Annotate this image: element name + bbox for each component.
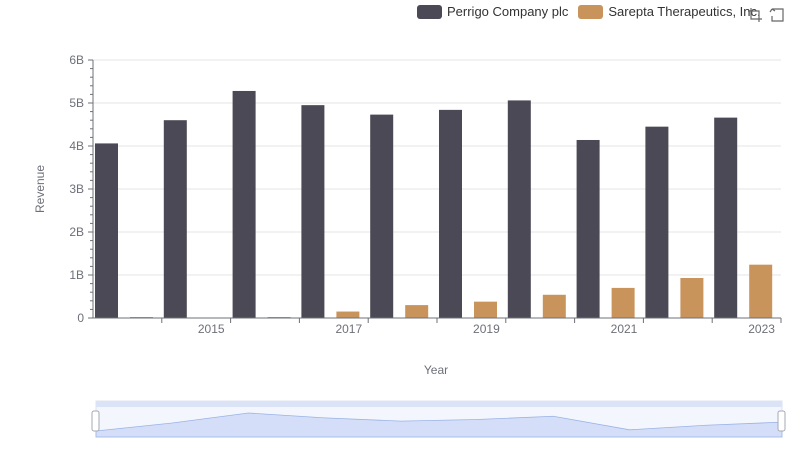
slider-top-bar[interactable] [96,401,782,407]
bar-perrigo-2014[interactable] [95,143,118,318]
data-zoom-slider[interactable] [91,400,786,438]
slider-handle-left[interactable] [91,410,100,432]
zoom-reset-icon[interactable] [769,7,785,23]
y-tick-label: 1B [69,268,84,282]
toolbox [747,7,785,23]
y-axis: 0 1B 2B 3B 4B 5B 6B [69,53,94,325]
bar-perrigo-2023[interactable] [714,117,738,319]
legend-item-sarepta[interactable]: Sarepta Therapeutics, Inc. [578,4,761,19]
bar-perrigo-2022[interactable] [645,126,669,319]
x-tick-label: 2021 [611,322,638,336]
bar-perrigo-2019[interactable] [439,109,462,318]
bar-perrigo-2017[interactable] [301,105,325,319]
bars [95,90,773,319]
slider-preview-area [95,412,783,438]
x-axis-title: Year [424,363,448,377]
x-axis: 2015 2017 2019 2021 2023 [93,317,782,336]
grid [93,59,781,276]
y-tick-label: 2B [69,225,84,239]
legend-label-sarepta: Sarepta Therapeutics, Inc. [608,4,761,19]
bar-sarepta-2020[interactable] [542,294,566,318]
x-tick-label: 2015 [198,322,225,336]
bar-perrigo-2016[interactable] [232,90,256,319]
bar-perrigo-2020[interactable] [507,100,531,318]
bar-perrigo-2021[interactable] [576,139,600,318]
x-tick-label: 2023 [748,322,775,336]
data-zoom-icon[interactable] [747,7,763,23]
bar-perrigo-2018[interactable] [370,114,394,318]
y-tick-label: 4B [69,139,84,153]
legend: Perrigo Company plc Sarepta Therapeutics… [417,4,771,19]
bar-perrigo-2015[interactable] [163,120,187,318]
bar-sarepta-2019[interactable] [474,301,497,318]
legend-swatch-perrigo [417,4,442,19]
legend-item-perrigo[interactable]: Perrigo Company plc [417,4,568,19]
y-tick-label: 0 [77,311,84,325]
bar-sarepta-2018[interactable] [405,305,429,318]
legend-label-perrigo: Perrigo Company plc [447,4,569,19]
x-tick-label: 2019 [473,322,500,336]
y-axis-title: Revenue [33,165,47,213]
bar-sarepta-2017[interactable] [336,311,360,318]
slider-handle-right[interactable] [777,410,786,432]
y-tick-label: 5B [69,96,84,110]
bar-sarepta-2022[interactable] [680,278,704,318]
y-tick-label: 6B [69,53,84,67]
bar-sarepta-2023[interactable] [749,264,773,318]
y-tick-label: 3B [69,182,84,196]
bar-sarepta-2021[interactable] [611,287,635,318]
x-tick-label: 2017 [335,322,362,336]
legend-swatch-sarepta [578,4,604,19]
